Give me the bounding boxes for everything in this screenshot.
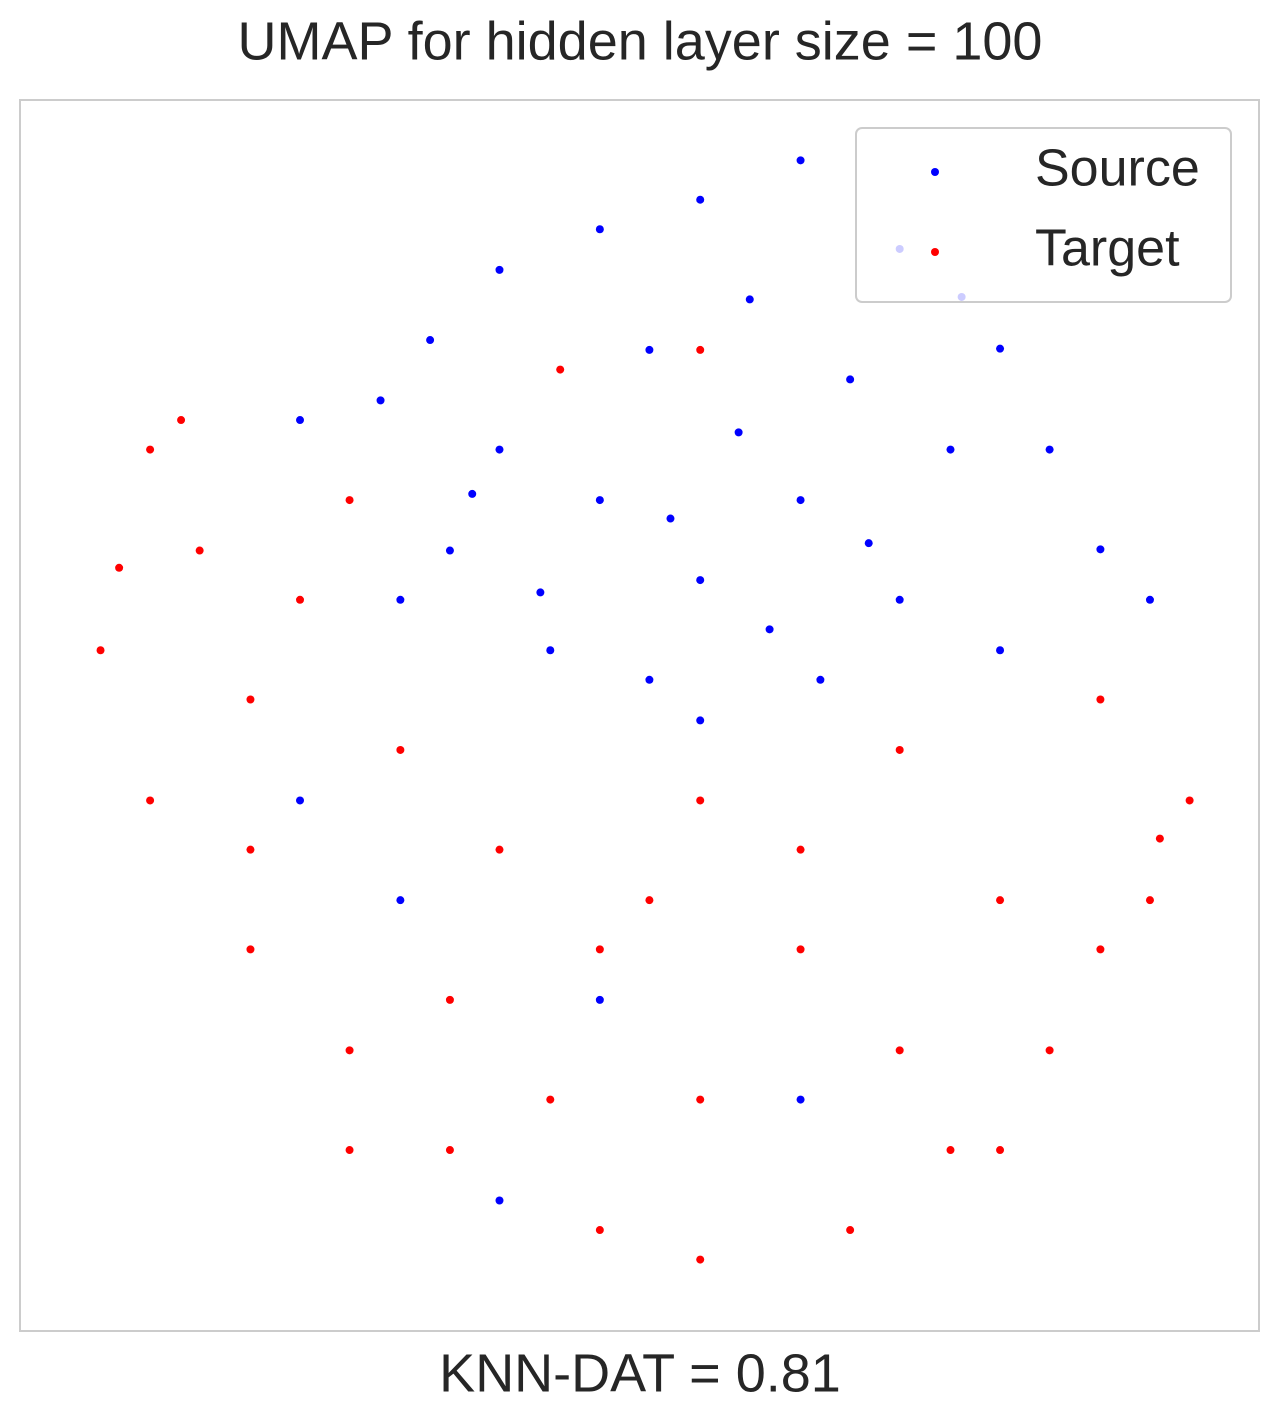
legend: Source Target [855, 127, 1232, 303]
point [495, 265, 504, 274]
point [946, 1146, 955, 1155]
point [895, 1046, 904, 1055]
point [796, 496, 805, 505]
point [296, 796, 305, 805]
point [246, 845, 255, 854]
point [796, 1095, 805, 1104]
point [595, 496, 604, 505]
point [846, 1226, 855, 1235]
point [396, 595, 405, 604]
point [796, 156, 805, 165]
point [195, 546, 204, 555]
point [445, 995, 454, 1004]
legend-marker [931, 168, 939, 176]
legend-box [855, 127, 1232, 303]
point [996, 344, 1005, 353]
point [345, 1046, 354, 1055]
point [816, 675, 825, 684]
point [495, 845, 504, 854]
point [734, 428, 743, 437]
point [246, 945, 255, 954]
point [345, 1146, 354, 1155]
point [376, 396, 385, 405]
point [536, 588, 545, 597]
point [696, 1255, 705, 1264]
point [946, 445, 955, 454]
legend-label: Target [1035, 220, 1180, 278]
point [765, 625, 774, 634]
point [546, 646, 555, 655]
point [595, 945, 604, 954]
point [445, 1146, 454, 1155]
point [495, 1196, 504, 1205]
x-axis-label: KNN-DAT = 0.81 [439, 1343, 841, 1403]
point [996, 646, 1005, 655]
point [1096, 545, 1105, 554]
legend-marker [931, 248, 939, 256]
point [1155, 834, 1164, 843]
point [1045, 1046, 1054, 1055]
point [895, 745, 904, 754]
point [796, 945, 805, 954]
point [1096, 695, 1105, 704]
point [96, 646, 105, 655]
point [645, 896, 654, 905]
point [1096, 945, 1105, 954]
point [1185, 796, 1194, 805]
point [546, 1095, 555, 1104]
point [1045, 445, 1054, 454]
point [296, 595, 305, 604]
point [895, 595, 904, 604]
point [696, 195, 705, 204]
point [696, 1095, 705, 1104]
point [846, 375, 855, 384]
point [426, 336, 435, 345]
point [1145, 896, 1154, 905]
point [996, 896, 1005, 905]
points [96, 156, 1194, 1264]
point [495, 445, 504, 454]
point [146, 796, 155, 805]
point [696, 716, 705, 725]
point [1145, 595, 1154, 604]
point [246, 695, 255, 704]
point [696, 576, 705, 585]
point [345, 496, 354, 505]
point [666, 514, 675, 523]
point [996, 1146, 1005, 1155]
point [645, 345, 654, 354]
point [595, 225, 604, 234]
point [745, 295, 754, 304]
point [396, 745, 405, 754]
legend-label: Source [1035, 140, 1200, 198]
point [796, 845, 805, 854]
point [296, 416, 305, 425]
point [556, 365, 565, 374]
chart-title: UMAP for hidden layer size = 100 [238, 11, 1043, 71]
point [468, 489, 477, 498]
point [445, 546, 454, 555]
point [595, 1226, 604, 1235]
point [115, 563, 124, 572]
point [177, 416, 186, 425]
point [396, 896, 405, 905]
point [696, 796, 705, 805]
point [595, 995, 604, 1004]
point [146, 445, 155, 454]
plot-frame [19, 99, 1260, 1332]
point [645, 675, 654, 684]
point [696, 345, 705, 354]
point [864, 539, 873, 548]
